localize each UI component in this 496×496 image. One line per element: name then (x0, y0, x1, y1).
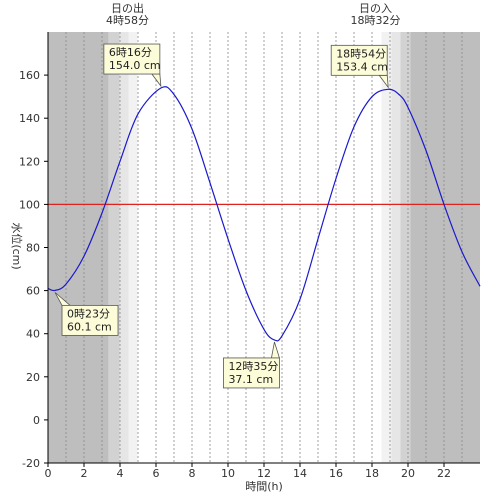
sunset-label: 日の入 (359, 2, 392, 15)
callout-box (61, 304, 119, 336)
x-tick-label: 4 (117, 467, 124, 480)
callout-level: 37.1 cm (228, 373, 273, 386)
x-tick-label: 10 (221, 467, 235, 480)
series-group (47, 86, 481, 342)
x-tick-label: 6 (153, 467, 160, 480)
x-tick-label: 8 (189, 467, 196, 480)
x-axis-label: 時間(h) (245, 480, 283, 493)
callout-time: 12時35分 (228, 360, 278, 373)
tick-labels: 0 2 4 6 8 10 12 14 16 18 20 22 -20 0 20 40 60 80 100 120 140… (19, 69, 451, 480)
x-tick-label: 2 (81, 467, 88, 480)
y-tick-label: 0 (33, 414, 40, 427)
series-line (47, 86, 481, 342)
y-tick-label: -20 (22, 457, 40, 470)
y-axis-label: 水位(cm) (10, 222, 24, 269)
sunrise-time: 4時58分 (106, 14, 149, 27)
y-tick-label: 20 (26, 371, 40, 384)
x-tick-label: 16 (329, 467, 343, 480)
x-tick-label: 20 (401, 467, 415, 480)
callout-time: 6時16分 (109, 46, 152, 59)
daylight-shading (48, 32, 480, 463)
twilight-band (128, 32, 138, 463)
x-tick-label: 14 (293, 467, 307, 480)
y-tick-label: 120 (19, 155, 40, 168)
callout-level: 60.1 cm (67, 320, 112, 333)
callout-time: 18時54分 (336, 47, 386, 60)
x-tick-label: 0 (45, 467, 52, 480)
sunrise-label: 日の出 (111, 1, 144, 15)
callout-level: 154.0 cm (109, 59, 161, 72)
x-tick-label: 12 (257, 467, 271, 480)
x-tick-label: 18 (365, 467, 379, 480)
callout-time: 0時23分 (67, 307, 110, 320)
callout-box (223, 357, 280, 389)
callout-box (330, 44, 388, 76)
callout-box (103, 43, 161, 75)
y-tick-label: 140 (19, 112, 40, 125)
twilight-band (108, 32, 120, 463)
callout-pointer (270, 341, 280, 359)
twilight-band (119, 32, 129, 463)
y-tick-label: 100 (19, 198, 40, 211)
sunset-time: 18時32分 (351, 14, 401, 27)
y-tick-label: 80 (26, 242, 40, 255)
night-band (410, 32, 480, 463)
twilight-band (400, 32, 411, 463)
twilight-band (391, 32, 401, 463)
x-tick-label: 22 (437, 467, 451, 480)
callout-level: 153.4 cm (336, 60, 388, 73)
y-tick-label: 160 (19, 69, 40, 82)
night-band (48, 32, 109, 463)
twilight-band (381, 32, 392, 463)
y-tick-label: 60 (26, 285, 40, 298)
y-tick-label: 40 (26, 328, 40, 341)
